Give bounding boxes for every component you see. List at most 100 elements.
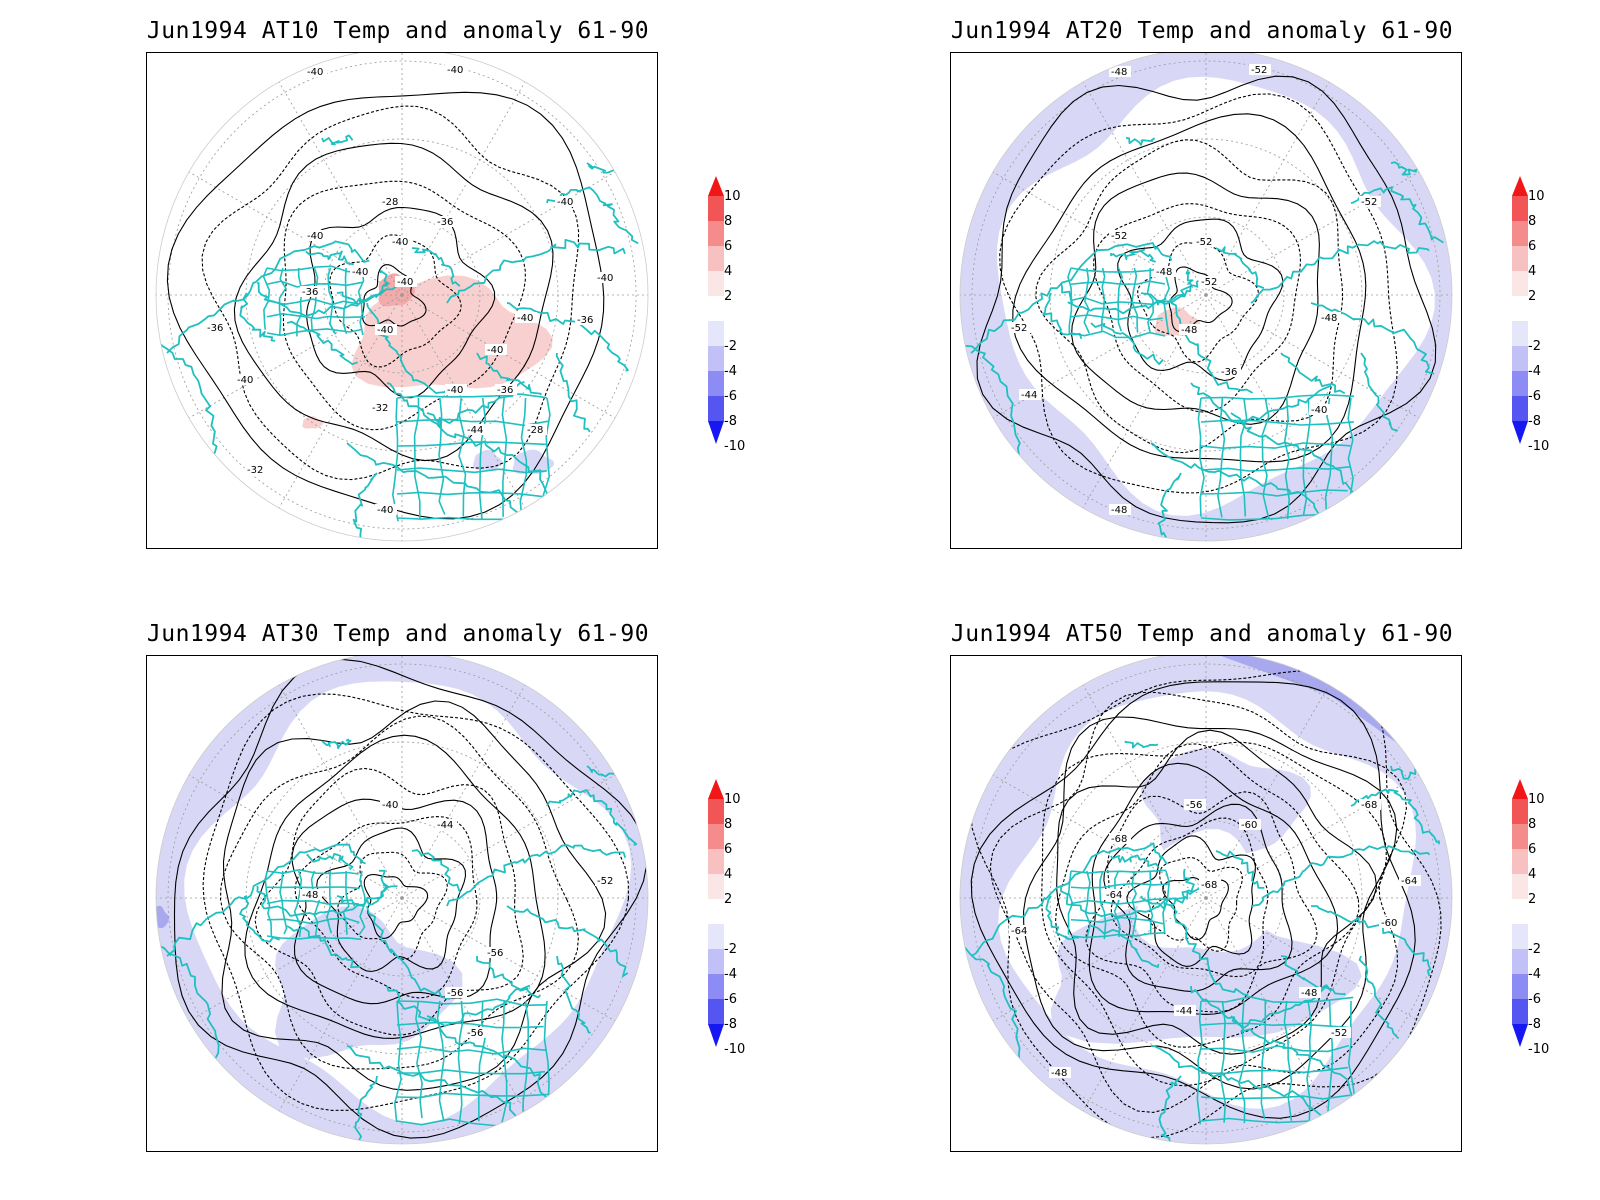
polar-map: -52 -52 -48 -48 -48 -36 -40 -44 -48 -48 -52 -52 -52 -… [959, 53, 1453, 542]
contour-label-bg [1109, 230, 1131, 241]
border-line [266, 280, 363, 288]
colorbar-top-arrow [708, 779, 724, 799]
colorbar-tick-label: -6 [1528, 992, 1541, 1007]
contour-label: -40 [597, 273, 613, 284]
contour-line [970, 681, 1416, 1119]
contour-label: -28 [527, 425, 543, 436]
border-line [1196, 1000, 1203, 1125]
coastline [1360, 352, 1399, 432]
contour-label-bg [435, 216, 457, 227]
contour-label-bg [1109, 504, 1131, 515]
colorbar-tick-label: -10 [1528, 439, 1550, 454]
coastline [476, 352, 542, 396]
border-line [1070, 869, 1167, 874]
contour-label-bg [1359, 196, 1381, 207]
contour-label: -28 [382, 197, 398, 208]
contour-label-bg [1219, 366, 1241, 377]
border-line [1070, 267, 1167, 273]
border-line [266, 935, 362, 941]
contour-label: -48 [302, 890, 318, 901]
coastline [1390, 765, 1422, 780]
meridian-line [401, 897, 616, 1022]
coastline [1280, 352, 1346, 395]
border-line [396, 418, 550, 427]
meridian-line [401, 171, 616, 296]
coastline [1390, 161, 1422, 176]
panel-title: Jun1994 AT50 Temp and anomaly 61-90 [950, 621, 1454, 647]
contour-label: -40 [517, 313, 533, 324]
coastline [1250, 240, 1430, 304]
border-line [1070, 882, 1170, 889]
colorbar-swatch [708, 196, 724, 221]
hemisphere-outline [155, 656, 649, 1145]
contour-label-bg [235, 374, 257, 385]
coastline [426, 1015, 558, 1117]
colorbar-tick-label: 4 [724, 264, 733, 279]
north-america-borders [262, 265, 365, 337]
contour-line [1023, 716, 1398, 1090]
coastline [1125, 137, 1156, 146]
colorbar-swatch [1512, 999, 1528, 1024]
contour-label: -40 [447, 385, 463, 396]
coastline [158, 342, 218, 482]
map-frame: -40 -40 -40 -40 -36 -36 -36 -32 -32 -28 -28 -36 -36 -… [146, 52, 658, 549]
contour-label: -40 [377, 325, 393, 336]
europe-africa-borders [1197, 393, 1355, 521]
contour-label: -44 [437, 820, 453, 831]
border-line [396, 467, 547, 474]
colorbar-swatch [708, 924, 724, 949]
contour-label-bg [1329, 1027, 1351, 1038]
contour-label-bg [1109, 66, 1131, 77]
contour-line [221, 700, 607, 1091]
colorbar-swatch [708, 849, 724, 874]
colorbar-tick-label: -10 [724, 439, 746, 454]
contour-label: -40 [377, 505, 393, 516]
coastline [506, 905, 629, 977]
latitude-circle [1127, 216, 1285, 374]
colorbar-tick-label: -2 [724, 942, 737, 957]
contour-line [1088, 762, 1339, 1015]
contour-line [244, 734, 546, 1039]
cold-anomaly-core [156, 905, 169, 929]
border-line [1197, 397, 1205, 517]
coastline [546, 186, 639, 245]
colorbar-swatch [708, 346, 724, 371]
colorbar-swatch [1512, 371, 1528, 396]
contour-label-bg [1299, 987, 1321, 998]
contour-label-bg [380, 196, 402, 207]
border-line [266, 917, 360, 925]
map-panel-at20: Jun1994 AT20 Temp and anomaly 61-90 -52-… [804, 0, 1584, 580]
contour-label: -40 [237, 375, 253, 386]
contour-line [1103, 803, 1293, 992]
contour-label-bg [1199, 276, 1221, 287]
meridian-line [1082, 897, 1207, 1112]
coastline [1250, 845, 1431, 907]
contour-label-bg [350, 266, 372, 277]
border-line [396, 1021, 544, 1029]
contour-line [316, 827, 467, 973]
colorbar-swatch [1512, 196, 1528, 221]
border-line [1117, 267, 1123, 332]
contour-label-bg [575, 314, 597, 325]
contour-label-bg [495, 384, 517, 395]
europe-africa-borders [393, 998, 551, 1127]
contour-line [1041, 741, 1387, 1087]
colorbar-tick-label: -8 [724, 414, 737, 429]
coastline [239, 895, 280, 943]
contour-label-bg [375, 504, 397, 515]
border-line [266, 899, 359, 905]
contour-label: -44 [1021, 390, 1037, 401]
contour-label-bg [1309, 404, 1331, 415]
border-line [1326, 1000, 1334, 1120]
border-line [1100, 267, 1106, 332]
coastline [1280, 955, 1346, 996]
colorbar-swatch [708, 221, 724, 246]
colorbar-swatch [1512, 824, 1528, 849]
contour-label-bg [1379, 917, 1401, 928]
contour-label-bg [375, 324, 397, 335]
colorbar-swatch [708, 949, 724, 974]
coastline [1157, 472, 1182, 541]
border-line [1070, 314, 1163, 321]
colorbar-bottom-arrow [1512, 1024, 1528, 1047]
border-line [293, 870, 303, 938]
